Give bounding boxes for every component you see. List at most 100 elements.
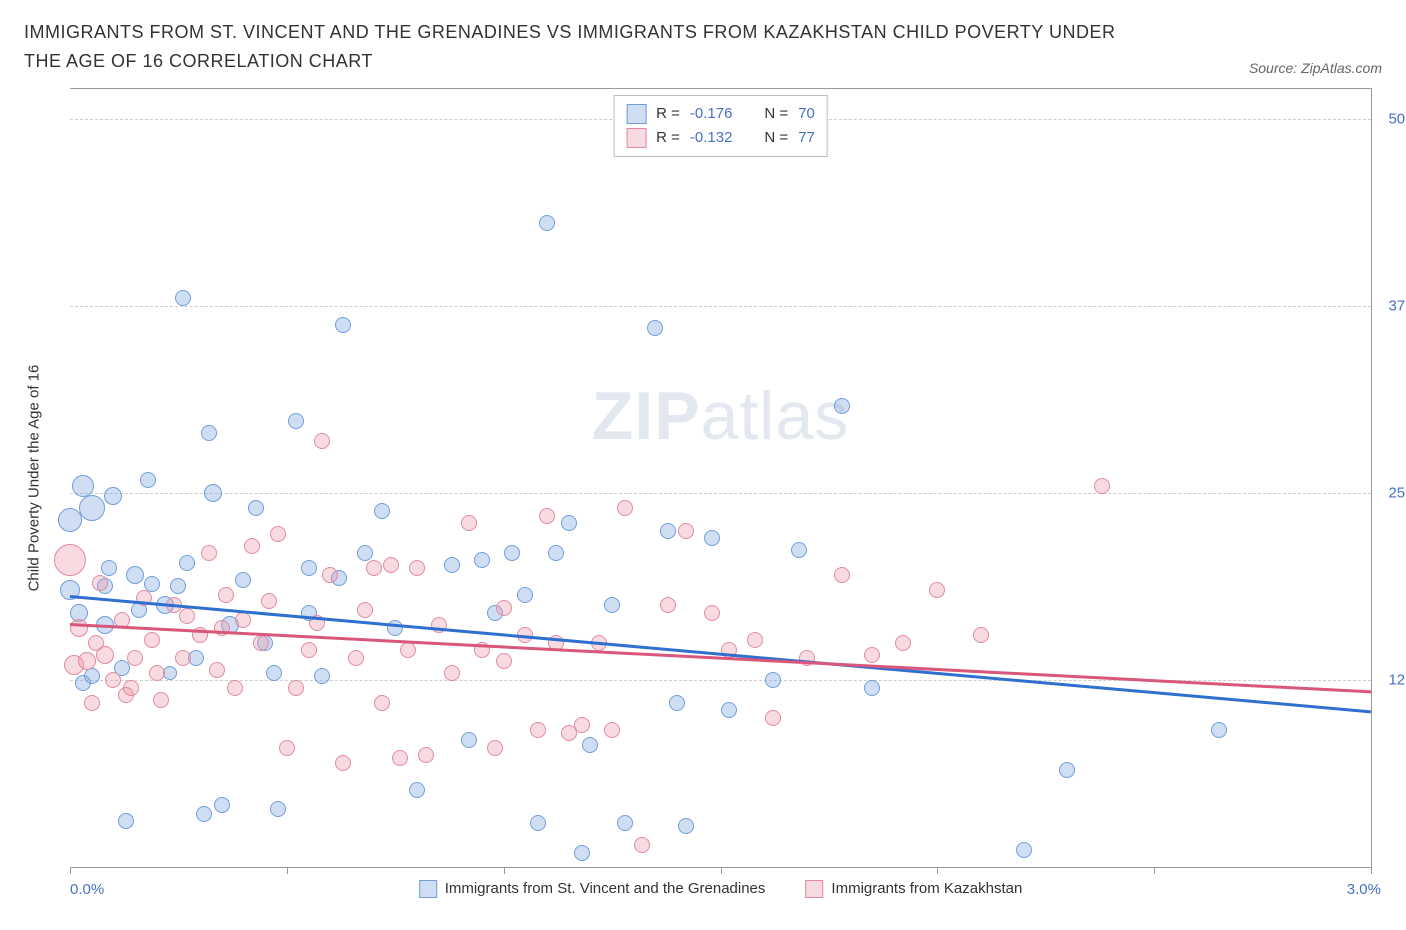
data-point-kaz [366, 560, 382, 576]
data-point-svg [196, 806, 212, 822]
data-point-kaz [604, 722, 620, 738]
data-point-svg [357, 545, 373, 561]
r-label: R = [656, 129, 680, 146]
data-point-svg [301, 560, 317, 576]
data-point-svg [504, 545, 520, 561]
data-point-kaz [179, 608, 195, 624]
data-point-kaz [834, 567, 850, 583]
legend-item: Immigrants from St. Vincent and the Gren… [419, 880, 766, 898]
data-point-svg [204, 484, 222, 502]
data-point-kaz [444, 665, 460, 681]
x-max-label: 3.0% [1347, 881, 1381, 898]
data-point-svg [104, 487, 122, 505]
data-point-kaz [288, 680, 304, 696]
legend-label: Immigrants from St. Vincent and the Gren… [445, 880, 766, 897]
data-point-kaz [765, 710, 781, 726]
legend-swatch [419, 880, 437, 898]
data-point-kaz [747, 632, 763, 648]
data-point-kaz [400, 642, 416, 658]
data-point-svg [864, 680, 880, 696]
data-point-svg [517, 587, 533, 603]
plot-area: ZIPatlas 12.5%25.0%37.5%50.0% [70, 89, 1371, 868]
data-point-kaz [127, 650, 143, 666]
data-point-svg [548, 545, 564, 561]
data-point-kaz [105, 672, 121, 688]
x-tick [937, 868, 938, 874]
source-label: Source: [1249, 60, 1301, 76]
data-point-svg [288, 413, 304, 429]
data-point-kaz [461, 515, 477, 531]
gridline [70, 306, 1371, 307]
data-point-kaz [496, 600, 512, 616]
watermark-rest: atlas [701, 378, 850, 454]
data-point-kaz [301, 642, 317, 658]
data-point-svg [163, 666, 177, 680]
data-point-kaz [253, 635, 269, 651]
data-point-svg [678, 818, 694, 834]
gridline [70, 493, 1371, 494]
data-point-svg [179, 555, 195, 571]
data-point-kaz [335, 755, 351, 771]
data-point-svg [214, 797, 230, 813]
data-point-kaz [149, 665, 165, 681]
data-point-kaz [70, 619, 88, 637]
data-point-svg [530, 815, 546, 831]
watermark-bold: ZIP [592, 378, 701, 454]
data-point-kaz [78, 652, 96, 670]
data-point-kaz [634, 837, 650, 853]
data-point-svg [1016, 842, 1032, 858]
data-point-kaz [175, 650, 191, 666]
data-point-kaz [322, 567, 338, 583]
data-point-kaz [973, 627, 989, 643]
data-point-svg [617, 815, 633, 831]
y-axis-title: Child Poverty Under the Age of 16 [26, 365, 43, 592]
legend-label: Immigrants from Kazakhstan [831, 880, 1022, 897]
data-point-kaz [392, 750, 408, 766]
data-point-svg [574, 845, 590, 861]
data-point-svg [582, 737, 598, 753]
data-point-kaz [357, 602, 373, 618]
data-point-svg [84, 668, 100, 684]
data-point-kaz [539, 508, 555, 524]
r-value: -0.132 [690, 129, 733, 146]
legend-swatch [805, 880, 823, 898]
data-point-svg [765, 672, 781, 688]
data-point-svg [461, 732, 477, 748]
x-tick [504, 868, 505, 874]
series-legend: Immigrants from St. Vincent and the Gren… [419, 880, 1023, 898]
data-point-kaz [314, 433, 330, 449]
data-point-svg [248, 500, 264, 516]
data-point-kaz [929, 582, 945, 598]
n-label: N = [764, 105, 788, 122]
data-point-svg [374, 503, 390, 519]
legend-swatch [626, 104, 646, 124]
data-point-svg [335, 317, 351, 333]
data-point-kaz [88, 635, 104, 651]
data-point-kaz [348, 650, 364, 666]
legend-item: Immigrants from Kazakhstan [805, 880, 1022, 898]
data-point-svg [539, 215, 555, 231]
x-min-label: 0.0% [70, 881, 104, 898]
data-point-kaz [227, 680, 243, 696]
chart-title: IMMIGRANTS FROM ST. VINCENT AND THE GREN… [24, 18, 1124, 76]
data-point-kaz [144, 632, 160, 648]
data-point-kaz [84, 695, 100, 711]
trend-line-svg [70, 595, 1371, 713]
y-tick-label: 37.5% [1381, 297, 1406, 314]
stats-row: R = -0.176N = 70 [626, 102, 815, 126]
x-tick [1154, 868, 1155, 874]
x-tick [721, 868, 722, 874]
n-label: N = [764, 129, 788, 146]
data-point-svg [266, 665, 282, 681]
y-tick-label: 50.0% [1381, 110, 1406, 127]
data-point-svg [175, 290, 191, 306]
data-point-svg [604, 597, 620, 613]
data-point-kaz [487, 740, 503, 756]
data-point-kaz [864, 647, 880, 663]
r-value: -0.176 [690, 105, 733, 122]
source-name: ZipAtlas.com [1301, 60, 1382, 76]
y-tick-label: 12.5% [1381, 672, 1406, 689]
data-point-kaz [92, 575, 108, 591]
trend-line-kaz [70, 623, 1371, 693]
data-point-svg [834, 398, 850, 414]
